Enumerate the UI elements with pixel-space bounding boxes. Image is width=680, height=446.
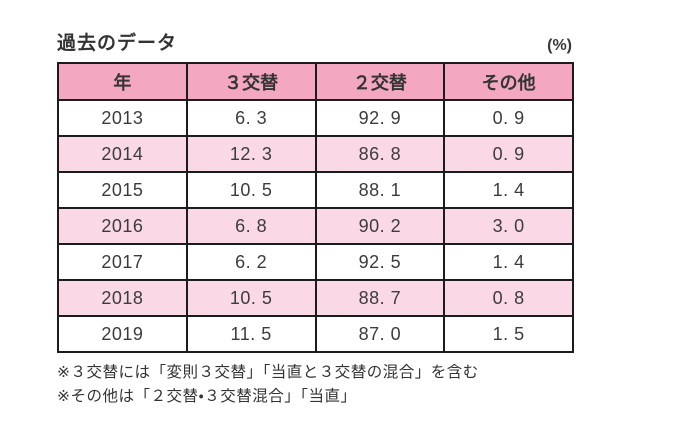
year-cell: 2017 [57, 243, 188, 281]
table-body: 2013 6. 3 92. 9 0. 9 2014 12. 3 86. 8 0. 9 2015 1… [57, 99, 574, 353]
value-cell: 88. 1 [314, 171, 446, 209]
value-cell: 1. 5 [443, 315, 574, 353]
shift-data-table: 年 ３交替 ２交替 その他 2013 6. 3 92. 9 0. 9 2014 12. 3… [57, 62, 574, 353]
year-cell: 2016 [57, 207, 188, 245]
year-cell: 2013 [57, 99, 188, 137]
column-header-year: 年 [57, 62, 188, 101]
value-cell: 0. 9 [443, 135, 574, 173]
column-header-2shift: ２交替 [314, 62, 446, 101]
value-cell: 0. 8 [443, 279, 574, 317]
footnote-1: ※３交替には「変則３交替」「当直と３交替の混合」を含む [57, 364, 479, 381]
value-cell: 92. 5 [314, 243, 446, 281]
year-cell: 2015 [57, 171, 188, 209]
title-row: 過去のデータ (%) [57, 28, 574, 55]
value-cell: 1. 4 [443, 171, 574, 209]
column-header-other: その他 [443, 62, 574, 101]
unit-label: (%) [547, 37, 572, 54]
header-row: 年 ３交替 ２交替 その他 [57, 62, 574, 101]
value-cell: 88. 7 [314, 279, 446, 317]
value-cell: 10. 5 [185, 279, 317, 317]
table-section: 過去のデータ (%) 年 ３交替 ２交替 その他 2013 6. 3 92. 9 0.… [57, 28, 574, 409]
value-cell: 87. 0 [314, 315, 446, 353]
year-cell: 2018 [57, 279, 188, 317]
footnote-2: ※その他は「２交替・３交替混合」「当直」 [57, 388, 357, 406]
value-cell: 6. 8 [185, 207, 317, 245]
table-row: 2015 10. 5 88. 1 1. 4 [57, 171, 574, 209]
year-cell: 2019 [57, 315, 188, 353]
table-row: 2013 6. 3 92. 9 0. 9 [57, 99, 574, 137]
value-cell: 92. 9 [314, 99, 446, 137]
table-header: 年 ３交替 ２交替 その他 [57, 62, 574, 101]
page-title: 過去のデータ [57, 33, 178, 54]
value-cell: 0. 9 [443, 99, 574, 137]
value-cell: 86. 8 [314, 135, 446, 173]
column-header-3shift: ３交替 [185, 62, 317, 101]
table-row: 2014 12. 3 86. 8 0. 9 [57, 135, 574, 173]
table-row: 2019 11. 5 87. 0 1. 5 [57, 315, 574, 353]
value-cell: 6. 2 [185, 243, 317, 281]
value-cell: 3. 0 [443, 207, 574, 245]
value-cell: 10. 5 [185, 171, 317, 209]
table-row: 2017 6. 2 92. 5 1. 4 [57, 243, 574, 281]
value-cell: 1. 4 [443, 243, 574, 281]
value-cell: 11. 5 [185, 315, 317, 353]
table-row: 2016 6. 8 90. 2 3. 0 [57, 207, 574, 245]
table-row: 2018 10. 5 88. 7 0. 8 [57, 279, 574, 317]
value-cell: 90. 2 [314, 207, 446, 245]
footnotes: ※３交替には「変則３交替」「当直と３交替の混合」を含む ※その他は「２交替・３交… [57, 361, 574, 409]
value-cell: 6. 3 [185, 99, 317, 137]
value-cell: 12. 3 [185, 135, 317, 173]
year-cell: 2014 [57, 135, 188, 173]
